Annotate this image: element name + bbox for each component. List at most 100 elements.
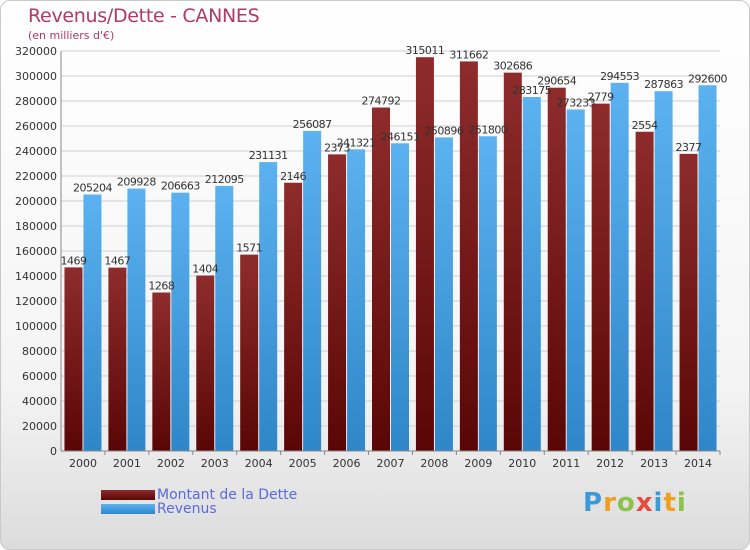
y-tick-label: 100000 [15,320,57,333]
chart-title: Revenus/Dette - CANNES [28,5,260,27]
data-label-dette: 1469 [60,254,86,267]
bar-revenus-2009 [478,136,497,451]
bar-revenus-2000 [83,194,102,451]
x-tick-label: 2007 [377,457,405,470]
logo-letter: i [653,488,664,518]
data-label-dette: 315011 [405,44,444,57]
legend-swatch-dette [101,490,155,500]
logo-letter: x [635,488,654,518]
bar-dette-2000 [64,267,83,451]
data-label-revenus: 287863 [644,78,683,91]
bar-revenus-2003 [215,185,234,451]
bar-revenus-2006 [347,149,366,451]
bar-dette-2005 [284,182,303,451]
data-label-revenus: 206663 [161,180,200,193]
x-tick-label: 2011 [552,457,580,470]
y-tick-label: 20000 [22,420,57,433]
y-tick-label: 140000 [15,270,57,283]
bar-revenus-2007 [391,143,409,451]
y-tick-label: 40000 [22,395,57,408]
legend-label-revenus: Revenus [157,501,217,517]
bar-dette-2010 [503,72,522,451]
x-tick-label: 2000 [69,457,97,470]
bar-dette-2011 [547,87,566,452]
x-tick-label: 2014 [684,457,712,470]
data-label-dette: 2377 [676,141,702,154]
data-label-dette: 2146 [280,170,306,183]
y-tick-label: 120000 [15,295,57,308]
y-tick-label: 220000 [15,170,57,183]
logo-letter: r [603,488,617,518]
data-label-revenus: 251800 [468,123,507,136]
bar-revenus-2002 [171,192,190,451]
data-label-dette: 302686 [493,60,532,73]
bar-dette-2014 [679,153,698,451]
bar-dette-2006 [328,154,347,451]
y-tick-label: 320000 [15,45,57,58]
x-tick-label: 2001 [113,457,141,470]
x-tick-label: 2009 [464,457,492,470]
data-label-revenus: 256087 [293,118,332,131]
bar-revenus-2013 [654,91,673,451]
logo-letter: o [616,488,636,518]
data-label-dette: 2779 [588,91,614,104]
data-label-revenus: 241321 [337,136,376,149]
bar-dette-2004 [240,254,259,451]
data-label-dette: 1571 [236,242,262,255]
data-label-dette: 290654 [537,75,576,88]
x-tick-label: 2002 [157,457,185,470]
bar-revenus-2012 [610,82,629,451]
logo-letter: i [676,488,687,518]
x-tick-label: 2013 [640,457,668,470]
data-label-revenus: 250896 [424,124,463,137]
bar-revenus-2004 [259,162,278,451]
bar-dette-2008 [415,57,434,452]
x-tick-label: 2006 [333,457,361,470]
x-tick-label: 2012 [596,457,624,470]
data-label-revenus: 292600 [688,72,727,85]
bar-revenus-2011 [566,109,585,452]
data-label-revenus: 273233 [556,96,595,109]
x-tick-label: 2008 [420,457,448,470]
y-tick-label: 80000 [22,345,57,358]
x-tick-label: 2004 [245,457,273,470]
data-label-revenus: 205204 [73,181,112,194]
bar-revenus-2014 [698,85,717,451]
data-label-dette: 2554 [632,119,658,132]
logo-letter: P [583,488,604,518]
bar-dette-2012 [591,103,610,451]
y-tick-label: 280000 [15,95,57,108]
data-label-revenus: 294553 [600,70,639,83]
y-tick-label: 300000 [15,70,57,83]
data-label-revenus: 209928 [117,176,156,189]
y-tick-label: 60000 [22,370,57,383]
x-tick-label: 2003 [201,457,229,470]
proxiti-logo: Proxiti [583,488,687,518]
y-tick-label: 200000 [15,195,57,208]
bar-dette-2009 [459,61,478,452]
data-label-revenus: 231131 [249,149,288,162]
bar-dette-2002 [152,292,171,451]
y-tick-label: 260000 [15,120,57,133]
y-tick-label: 0 [50,445,57,458]
data-label-dette: 274792 [362,95,401,108]
bar-revenus-2005 [303,130,322,452]
data-label-dette: 1404 [192,263,218,276]
chart-subtitle: (en milliers d'€) [28,29,115,42]
bar-dette-2007 [372,107,390,451]
legend-label-dette: Montant de la Dette [157,487,298,503]
bar-revenus-2001 [127,188,146,451]
y-tick-label: 160000 [15,245,57,258]
data-label-dette: 2373 [324,141,350,154]
x-tick-label: 2010 [508,457,536,470]
data-label-revenus: 246151 [381,130,420,143]
bar-dette-2013 [635,131,654,451]
bar-revenus-2010 [522,97,541,451]
data-label-dette: 1467 [104,255,130,268]
logo-letter: t [663,488,677,518]
bar-revenus-2008 [434,137,453,451]
data-label-dette: 1268 [148,280,174,293]
x-tick-label: 2005 [289,457,317,470]
